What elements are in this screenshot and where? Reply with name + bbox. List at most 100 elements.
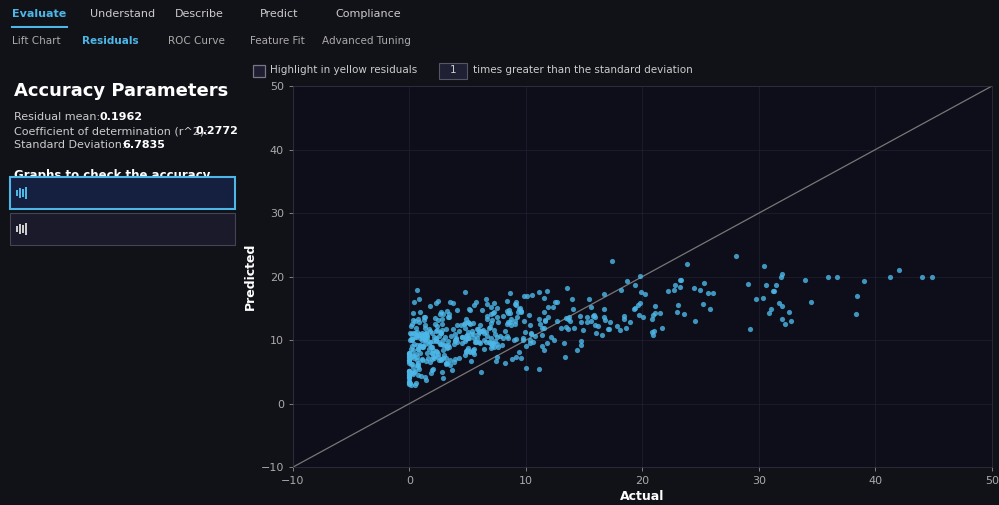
Point (419, 376, 435, 384)
Point (406, 316, 422, 324)
Point (433, 355, 449, 363)
Point (856, 277, 872, 285)
Point (488, 337, 503, 345)
Point (517, 328, 533, 336)
Point (406, 351, 422, 359)
Point (914, 273, 930, 281)
Point (463, 348, 479, 357)
Point (402, 377, 418, 385)
Point (646, 327, 662, 335)
Point (595, 290, 611, 298)
Text: Coefficient of determination (r^2):: Coefficient of determination (r^2): (14, 126, 212, 136)
Point (486, 298, 501, 307)
Point (694, 300, 710, 309)
Point (417, 339, 433, 347)
Point (572, 312, 588, 320)
Point (480, 332, 496, 340)
Point (521, 321, 537, 329)
Point (557, 323, 573, 331)
Point (426, 354, 442, 362)
Point (669, 301, 685, 309)
Point (438, 341, 454, 349)
Point (499, 321, 514, 329)
Point (588, 329, 604, 337)
Text: Predict: Predict (260, 9, 299, 19)
Point (530, 365, 546, 373)
Point (499, 332, 514, 340)
Point (761, 309, 777, 317)
Point (452, 354, 468, 362)
Point (430, 350, 446, 358)
Point (424, 329, 440, 337)
Point (446, 340, 462, 348)
Point (747, 295, 763, 304)
Point (521, 311, 537, 319)
Point (466, 346, 482, 355)
Point (402, 369, 418, 377)
Bar (22, 225, 24, 233)
Point (402, 368, 418, 376)
Point (464, 330, 480, 338)
Point (472, 321, 488, 329)
Bar (439, 63, 467, 79)
Point (410, 315, 426, 323)
Point (457, 337, 473, 345)
Point (512, 307, 528, 315)
Point (484, 339, 500, 347)
Point (402, 356, 418, 364)
Text: Highlight in yellow residuals: Highlight in yellow residuals (270, 65, 418, 75)
Point (593, 331, 609, 339)
Point (404, 360, 420, 368)
Point (439, 343, 455, 351)
Point (700, 289, 716, 297)
Point (597, 316, 613, 324)
Point (402, 367, 418, 375)
Point (429, 299, 445, 307)
Point (414, 356, 430, 364)
Point (487, 308, 502, 316)
Point (412, 348, 428, 357)
Point (540, 313, 556, 321)
Point (404, 369, 420, 377)
Point (425, 337, 441, 345)
Point (406, 354, 422, 362)
Point (403, 329, 419, 337)
Point (596, 313, 612, 321)
Point (411, 294, 427, 302)
Point (534, 342, 550, 350)
Y-axis label: Predicted: Predicted (244, 243, 257, 310)
Point (442, 343, 458, 351)
Point (408, 333, 424, 341)
Point (586, 311, 602, 319)
Point (797, 276, 813, 284)
Point (494, 341, 509, 349)
Point (803, 297, 819, 306)
Point (771, 299, 787, 308)
Point (416, 330, 432, 338)
Point (404, 320, 420, 328)
Point (619, 277, 635, 285)
Point (496, 334, 511, 342)
Point (449, 337, 465, 345)
Point (416, 313, 432, 321)
Point (438, 360, 454, 368)
Point (466, 348, 482, 357)
Point (470, 325, 486, 333)
Point (535, 294, 551, 302)
Point (408, 380, 424, 388)
Point (522, 336, 538, 344)
Point (403, 329, 419, 337)
Point (654, 324, 670, 332)
Point (631, 299, 647, 307)
Point (755, 294, 771, 302)
Point (458, 335, 474, 343)
Point (687, 317, 703, 325)
Point (405, 309, 421, 317)
Point (783, 317, 799, 325)
Point (667, 281, 683, 289)
Point (600, 325, 616, 333)
Point (540, 304, 556, 312)
Point (506, 300, 522, 308)
Point (439, 342, 455, 350)
Point (553, 324, 569, 332)
